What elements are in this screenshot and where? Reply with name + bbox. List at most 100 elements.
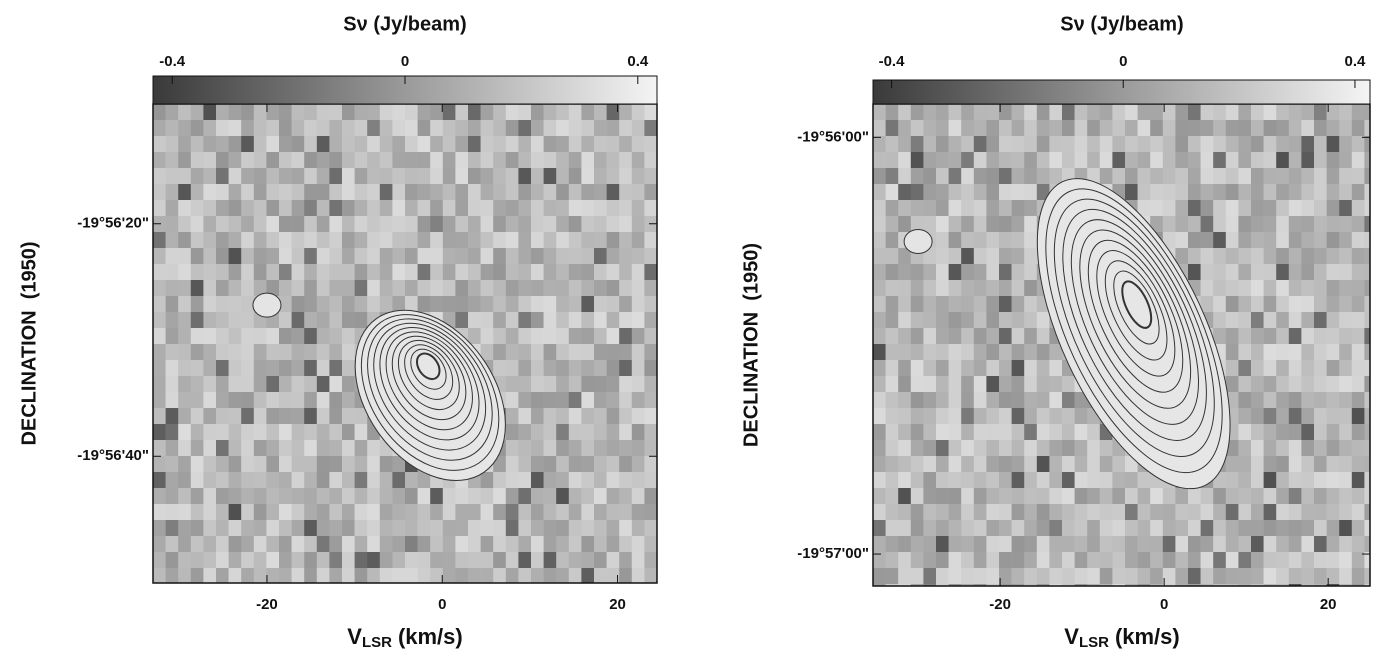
pixel [316, 472, 330, 489]
pixel [241, 536, 255, 553]
contour [367, 318, 493, 461]
pixel [986, 168, 1000, 185]
pixel [266, 456, 280, 473]
pixel [266, 568, 280, 584]
pixel [354, 488, 368, 505]
pixel [631, 408, 645, 425]
pixel [1339, 456, 1353, 473]
pixel [316, 232, 330, 249]
pixel [228, 376, 242, 393]
pixel [885, 168, 899, 185]
pixel [1326, 168, 1340, 185]
pixel [468, 216, 481, 233]
pixel [1011, 360, 1025, 377]
pixel [898, 312, 912, 329]
pixel [1125, 152, 1138, 169]
pixel [1276, 456, 1290, 473]
pixel [1049, 440, 1063, 457]
pixel [531, 472, 544, 489]
pixel [1188, 552, 1201, 569]
pixel [216, 328, 229, 345]
pixel [329, 216, 343, 233]
pixel [594, 312, 607, 329]
pixel [606, 184, 620, 201]
pixel [153, 472, 166, 489]
pixel [153, 392, 166, 409]
pixel [518, 120, 532, 137]
pixel [999, 440, 1012, 457]
pixel [1263, 344, 1277, 361]
pixel [367, 504, 381, 521]
pixel [253, 360, 267, 377]
pixel [291, 168, 305, 185]
pixel [556, 440, 570, 457]
pixel [178, 104, 192, 121]
pixel [1288, 488, 1302, 505]
pixel [1326, 408, 1340, 425]
pixel [873, 552, 886, 569]
pixel [910, 328, 924, 345]
pixel [291, 152, 305, 169]
pixel [999, 312, 1012, 329]
pixel [606, 296, 620, 313]
pixel [1301, 360, 1315, 377]
pixel [1238, 216, 1252, 233]
pixel [1339, 216, 1353, 233]
pixel [1276, 120, 1290, 137]
pixel [631, 440, 645, 457]
pixel [203, 472, 217, 489]
pixel [543, 488, 557, 505]
pixel [1125, 472, 1138, 489]
pixel [342, 376, 355, 393]
pixel [999, 104, 1012, 121]
pixel [1036, 456, 1050, 473]
pixel [342, 504, 355, 521]
pixel [923, 488, 937, 505]
pixel [279, 232, 292, 249]
pixel [948, 552, 962, 569]
pixel [1288, 456, 1302, 473]
pixel [1276, 376, 1290, 393]
pixel [961, 424, 975, 441]
pixel [354, 312, 368, 329]
pixel [594, 264, 607, 281]
pixel [190, 136, 204, 153]
pixel [253, 392, 267, 409]
pixel [1314, 232, 1327, 249]
pixel [1137, 552, 1151, 569]
pixel [581, 280, 595, 297]
pixel [304, 104, 318, 121]
pixel [216, 216, 229, 233]
pixel [1225, 456, 1239, 473]
pixel [1188, 248, 1201, 265]
pixel [1314, 280, 1327, 297]
pixel [241, 568, 255, 584]
pixel [1301, 216, 1315, 233]
pixel [417, 200, 431, 217]
pixel [581, 424, 595, 441]
pixel [885, 504, 899, 521]
pixel [1024, 200, 1038, 217]
pixel [961, 392, 975, 409]
pixel [266, 392, 280, 409]
pixel [1188, 200, 1201, 217]
pixel [1251, 184, 1264, 201]
pixel [568, 120, 582, 137]
pixel [455, 568, 469, 584]
pixel [581, 392, 595, 409]
pixel [216, 360, 229, 377]
pixel [885, 344, 899, 361]
pixel [165, 264, 179, 281]
pixel [885, 136, 899, 153]
pixel [1024, 504, 1038, 521]
pixel [216, 120, 229, 137]
pixel [216, 392, 229, 409]
pixel [1162, 552, 1176, 569]
contour [415, 352, 441, 381]
pixel [1251, 264, 1264, 281]
pixel [430, 296, 444, 313]
pixel [873, 232, 886, 249]
pixel [316, 168, 330, 185]
pixel [1213, 216, 1227, 233]
pixel [1011, 392, 1025, 409]
